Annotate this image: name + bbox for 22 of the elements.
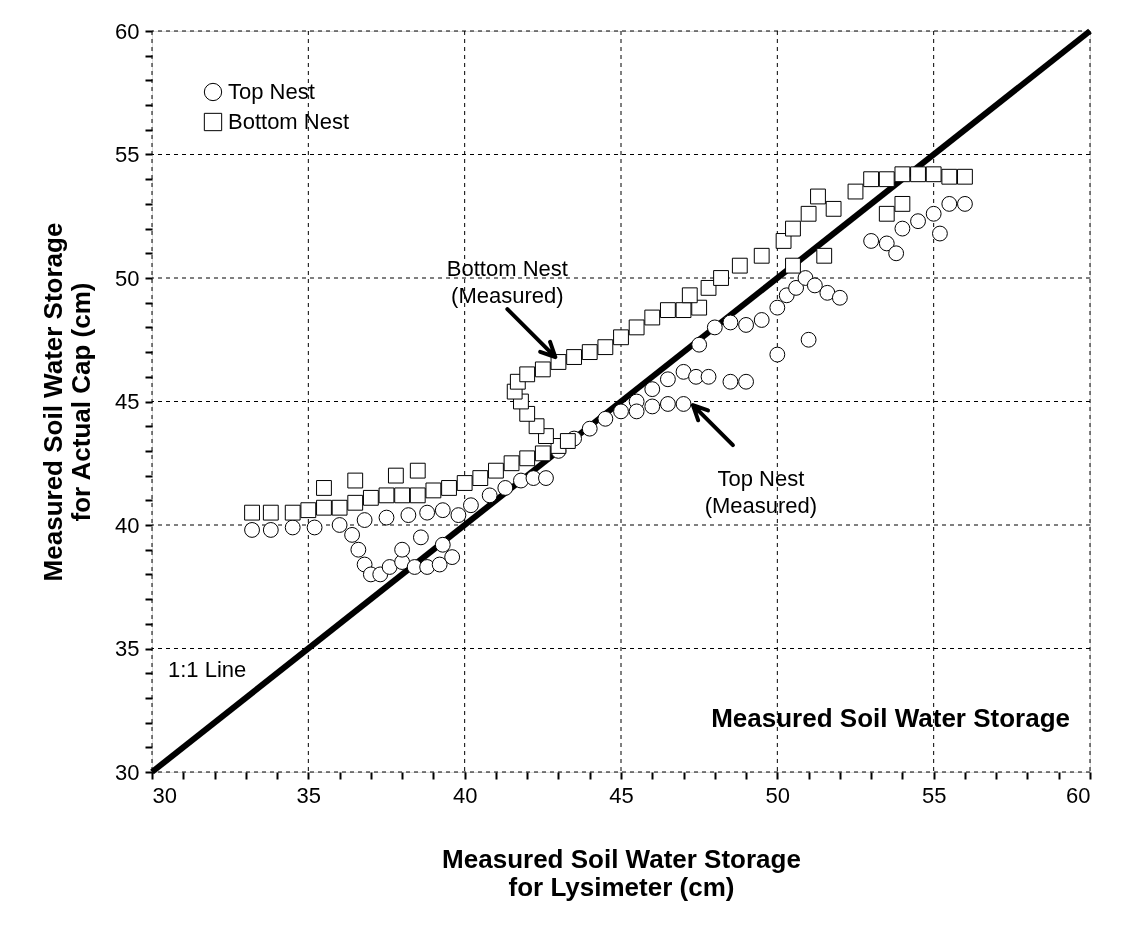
y-tick-label: 35 (115, 636, 140, 661)
annotation: Bottom Nest (Measured) (446, 256, 568, 309)
y-tick-label: 55 (115, 142, 140, 167)
legend-label: Bottom Nest (228, 109, 350, 134)
x-tick-label: 45 (609, 782, 634, 808)
text: Measured Soil Water Storage (711, 703, 1070, 733)
x-tick-label: 35 (296, 782, 322, 808)
annotation: Top Nest (Measured) (704, 466, 818, 519)
y-axis-title: Measured Soil Water Storage for Actual Cap (cm) (38, 222, 97, 582)
x-axis-title: Measured Soil Water Storage for Lysimeter (cm) (442, 843, 801, 902)
y-tick-label: 45 (115, 389, 140, 414)
y-tick-label: 30 (115, 759, 140, 785)
x-tick-label: 40 (452, 782, 478, 808)
y-tick-label: 50 (115, 265, 140, 291)
x-tick-label: 55 (921, 782, 947, 808)
x-tick-label: 60 (1066, 782, 1091, 808)
annotation: 1:1 Line (168, 657, 247, 682)
y-tick-label: 40 (115, 512, 140, 538)
x-tick-label: 50 (765, 782, 791, 808)
x-tick-label: 30 (152, 782, 177, 808)
legend-label: Top Nest (228, 79, 315, 104)
y-tick-label: 60 (115, 18, 140, 44)
